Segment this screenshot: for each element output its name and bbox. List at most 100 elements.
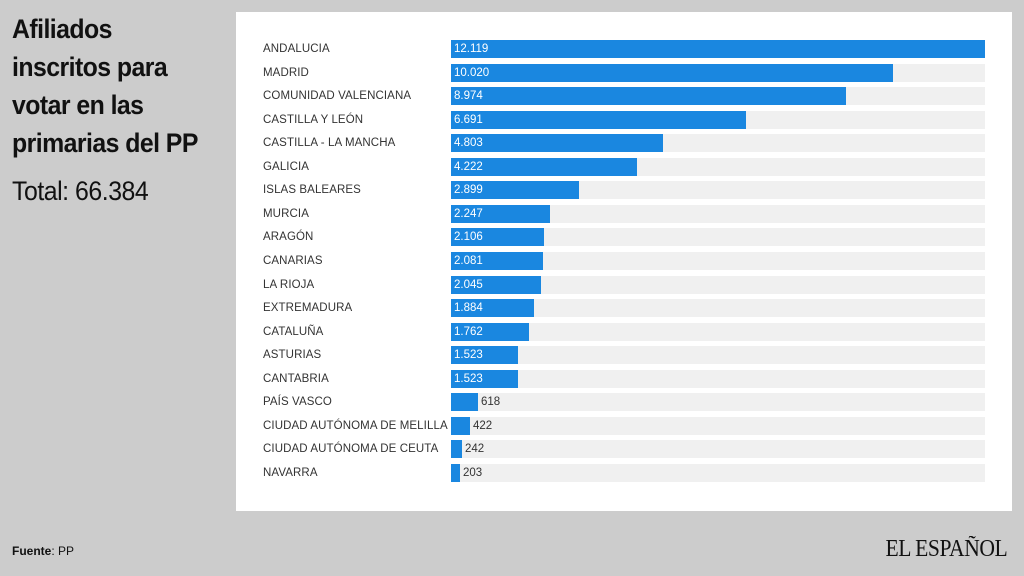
- bar-label: ASTURIAS: [263, 349, 322, 362]
- bar-label: GALICIA: [263, 160, 310, 173]
- bar-value: 8.974: [454, 90, 483, 103]
- bar-track: 422: [451, 416, 985, 435]
- bar: [451, 440, 462, 459]
- bar: [451, 251, 543, 270]
- bar-label: COMUNIDAD VALENCIANA: [263, 90, 412, 103]
- bar: [451, 63, 893, 82]
- chart-title: Afiliados inscritos para votar en las pr…: [12, 14, 198, 158]
- bar-value: 1.523: [454, 349, 483, 362]
- bar-track: 4.803: [451, 134, 985, 153]
- bar-track: 8.974: [451, 87, 985, 106]
- bar-row: PAÍS VASCO 618: [236, 393, 1012, 412]
- chart-panel: ANDALUCIA 12.119 MADRID 10.020 COMUNIDAD VAL…: [236, 12, 1012, 511]
- bar-value: 1.762: [454, 325, 483, 338]
- el-espanol-logo: EL ESPAÑOL: [885, 536, 1007, 562]
- bar-row: MURCIA 2.247: [236, 204, 1012, 223]
- bar-row: ISLAS BALEARES 2.899: [236, 181, 1012, 200]
- bar: [451, 275, 541, 294]
- bar-label: CIUDAD AUTÓNOMA DE CEUTA: [263, 443, 439, 456]
- bar-value: 2.081: [454, 254, 483, 267]
- bar: [451, 463, 460, 482]
- bar-row: CANTABRIA 1.523: [236, 369, 1012, 388]
- bar: [451, 204, 550, 223]
- bar: [451, 134, 663, 153]
- bar-row: ANDALUCIA 12.119: [236, 40, 1012, 58]
- source-note: Fuente: PP: [12, 544, 74, 558]
- bar-value: 618: [481, 396, 501, 409]
- bar-value: 4.803: [454, 137, 483, 150]
- bar-row: CATALUÑA 1.762: [236, 322, 1012, 341]
- bar-value: 4.222: [454, 160, 483, 173]
- bar-row: MADRID 10.020: [236, 63, 1012, 82]
- bar-row: LA RIOJA 2.045: [236, 275, 1012, 294]
- bar-track: 12.119: [451, 40, 985, 58]
- bar-track: 10.020: [451, 63, 985, 82]
- bar-track: 2.081: [451, 251, 985, 270]
- chart-total: Total: 66.384: [12, 176, 149, 206]
- bar-row: CASTILLA Y LEÓN 6.691: [236, 110, 1012, 129]
- bar-label: MURCIA: [263, 207, 309, 220]
- bar-track: 4.222: [451, 157, 985, 176]
- bar-row: EXTREMADURA 1.884: [236, 299, 1012, 318]
- bar-track: 1.523: [451, 369, 985, 388]
- bar: [451, 393, 478, 412]
- bar-label: NAVARRA: [263, 466, 318, 479]
- bar: [451, 87, 846, 106]
- bar-label: CANTABRIA: [263, 372, 329, 385]
- bar-track: 1.762: [451, 322, 985, 341]
- bar-value: 2.106: [454, 231, 483, 244]
- bar-row: CIUDAD AUTÓNOMA DE MELILLA 422: [236, 416, 1012, 435]
- bar-row: COMUNIDAD VALENCIANA 8.974: [236, 87, 1012, 106]
- bar-label: CANARIAS: [263, 254, 323, 267]
- bar-track: 1.884: [451, 299, 985, 318]
- bar-value: 1.884: [454, 302, 483, 315]
- bar-row: ASTURIAS 1.523: [236, 346, 1012, 365]
- source-label: Fuente: [12, 544, 52, 558]
- bar-value: 12.119: [454, 43, 489, 55]
- bar-track: 242: [451, 440, 985, 459]
- bar-label: CASTILLA Y LEÓN: [263, 113, 364, 126]
- bar-label: CASTILLA - LA MANCHA: [263, 137, 396, 150]
- bar-value: 2.899: [454, 184, 483, 197]
- bar: [451, 110, 746, 129]
- bar-label: LA RIOJA: [263, 278, 315, 291]
- bar-track: 6.691: [451, 110, 985, 129]
- bar-track: 2.045: [451, 275, 985, 294]
- bar: [451, 181, 579, 200]
- bar-track: 2.247: [451, 204, 985, 223]
- bar: [451, 157, 637, 176]
- bar-row: CASTILLA - LA MANCHA 4.803: [236, 134, 1012, 153]
- bar-track: 618: [451, 393, 985, 412]
- bar-row: CANARIAS 2.081: [236, 251, 1012, 270]
- bar-label: ARAGÓN: [263, 231, 314, 244]
- bar: [451, 416, 470, 435]
- bar-row: CIUDAD AUTÓNOMA DE CEUTA 242: [236, 440, 1012, 459]
- bar-track: 203: [451, 463, 985, 482]
- bar-track: 1.523: [451, 346, 985, 365]
- bar-value: 2.045: [454, 278, 483, 291]
- bar-value: 242: [465, 443, 485, 456]
- bar-row: NAVARRA 203: [236, 463, 1012, 482]
- bar-value: 1.523: [454, 372, 483, 385]
- bar-label: PAÍS VASCO: [263, 396, 332, 409]
- bar-label: CIUDAD AUTÓNOMA DE MELILLA: [263, 419, 448, 432]
- bar-row: GALICIA 4.222: [236, 157, 1012, 176]
- bar: [451, 299, 534, 318]
- bar: [451, 228, 544, 247]
- bar-label: CATALUÑA: [263, 325, 324, 338]
- bar-track: 2.899: [451, 181, 985, 200]
- bar-label: ANDALUCIA: [263, 43, 330, 55]
- bar: [451, 322, 529, 341]
- bar-track: 2.106: [451, 228, 985, 247]
- bar-value: 422: [473, 419, 493, 432]
- bar-label: ISLAS BALEARES: [263, 184, 361, 197]
- bar-value: 10.020: [454, 66, 490, 79]
- bar: [451, 346, 518, 365]
- bar: [451, 369, 518, 388]
- bar-value: 6.691: [454, 113, 483, 126]
- bar-label: MADRID: [263, 66, 309, 79]
- bar: [451, 40, 985, 58]
- source-value: : PP: [51, 544, 75, 558]
- bar-value: 203: [463, 466, 483, 479]
- bar-row: ARAGÓN 2.106: [236, 228, 1012, 247]
